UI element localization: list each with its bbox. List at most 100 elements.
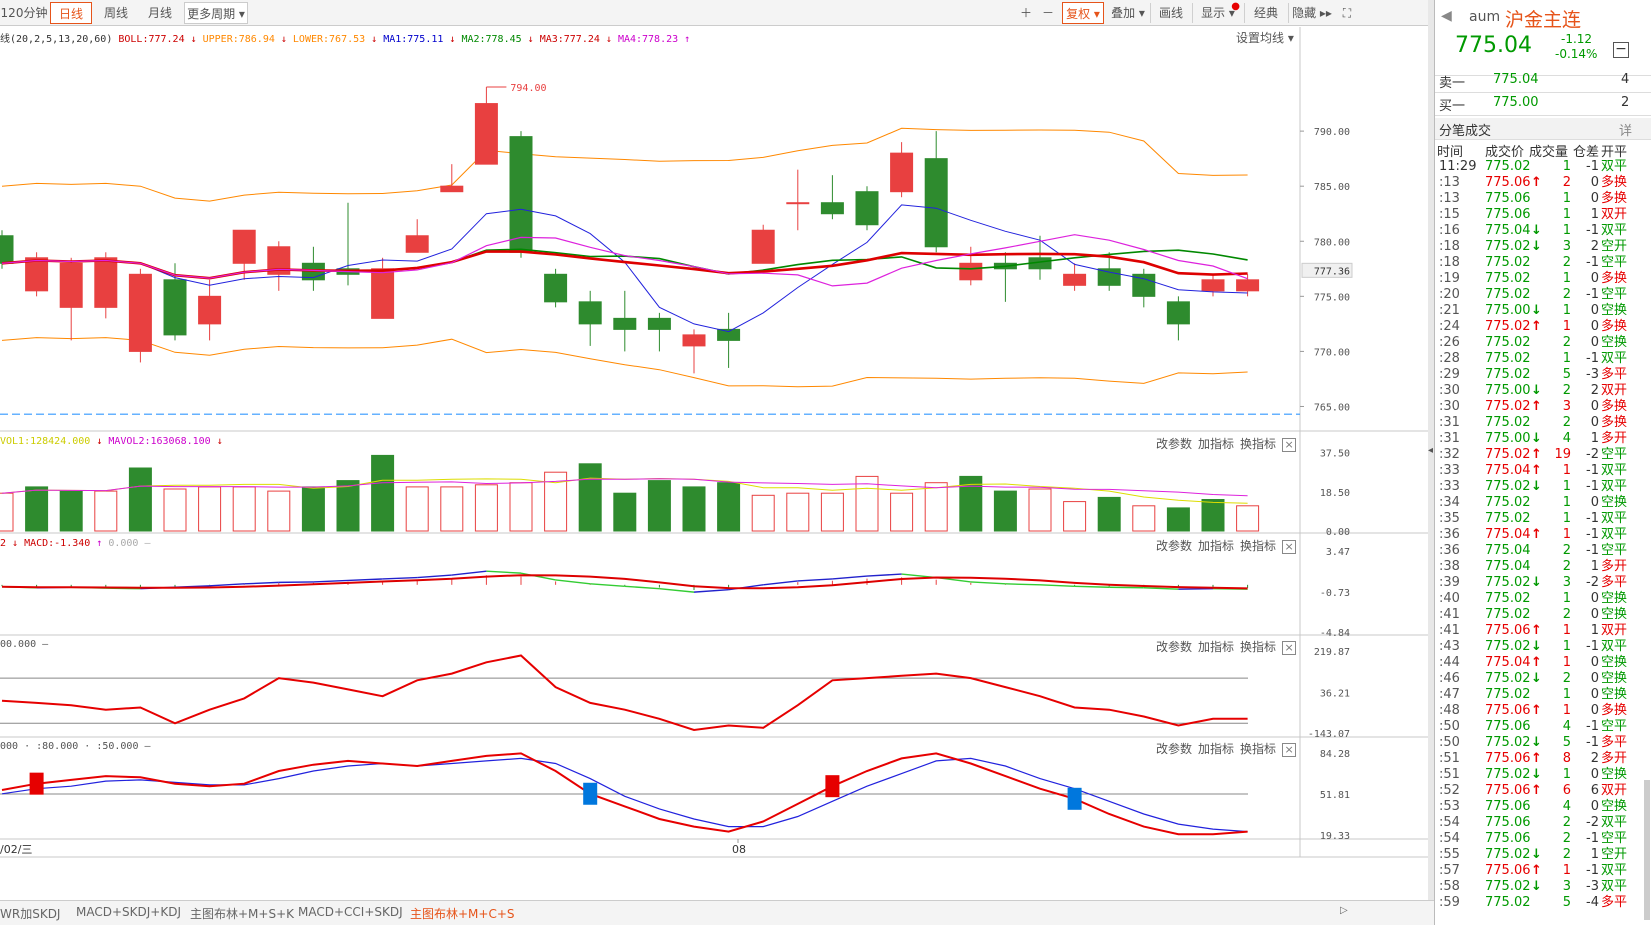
draw-line-button[interactable]: 画线 bbox=[1158, 6, 1183, 20]
candle-body bbox=[1166, 301, 1190, 325]
arrow-down-icon: ↓ bbox=[1531, 431, 1542, 446]
trade-price: 775.02 bbox=[1485, 671, 1531, 686]
trades-title-bar: 分笔成交 详 bbox=[1435, 118, 1651, 140]
period-monthly-button[interactable]: 月线 bbox=[147, 6, 172, 20]
trade-row: :44 775.04 ↑ 1 0 空换 bbox=[1435, 655, 1651, 671]
candle-body bbox=[267, 246, 291, 275]
current-price-label: 777.36 bbox=[1314, 266, 1350, 277]
trade-time: :18 bbox=[1439, 255, 1460, 270]
tab-template-2[interactable]: 主图布林+M+S+K bbox=[190, 907, 295, 921]
change-params-button[interactable]: 改参数 bbox=[1156, 437, 1193, 451]
panel-splitter[interactable]: ◂ bbox=[1428, 0, 1434, 925]
trade-nature: 双平 bbox=[1601, 351, 1628, 366]
switch-indicator-button[interactable]: 换指标 bbox=[1240, 539, 1277, 553]
trade-row: :26 775.02 2 0 空换 bbox=[1435, 335, 1651, 351]
candle-body bbox=[855, 191, 879, 226]
trade-volume: 3 bbox=[1562, 399, 1571, 414]
quote-header: ◀ aum 沪金主连 775.04 -1.12 -0.14% − bbox=[1435, 0, 1651, 76]
trade-volume: 4 bbox=[1562, 719, 1571, 734]
tab-template-1[interactable]: MACD+SKDJ+KDJ bbox=[76, 905, 181, 919]
close-pane-icon[interactable]: × bbox=[1282, 539, 1297, 554]
boll-lower-line bbox=[1, 337, 1248, 388]
tab-template-0[interactable]: WR加SKDJ bbox=[0, 907, 61, 921]
trade-volume: 1 bbox=[1562, 495, 1571, 510]
cci-indicator-line: 00.000 — bbox=[0, 639, 54, 650]
trade-oi-change: 0 bbox=[1590, 703, 1599, 718]
classic-button[interactable]: 经典 bbox=[1253, 6, 1278, 20]
trade-price: 775.06 bbox=[1485, 799, 1531, 814]
trade-nature: 双开 bbox=[1601, 383, 1628, 398]
switch-indicator-button[interactable]: 换指标 bbox=[1240, 742, 1277, 756]
add-indicator-button[interactable]: 加指标 bbox=[1198, 640, 1235, 654]
fuquan-dropdown[interactable]: 复权 ▾ bbox=[1062, 2, 1104, 24]
trade-row: :57 775.06 ↑ 1 -1 双平 bbox=[1435, 863, 1651, 879]
chart-area[interactable]: 794.00 790.00 785.00 780.00 775.00 770.00 765… bbox=[0, 27, 1434, 897]
trade-volume: 2 bbox=[1562, 383, 1571, 398]
trade-price: 775.06 bbox=[1485, 719, 1531, 734]
skdj-signal-marker bbox=[825, 775, 840, 798]
tab-template-4[interactable]: 主图布林+M+C+S bbox=[410, 907, 515, 921]
trades-scrollbar[interactable] bbox=[1644, 780, 1650, 920]
fullscreen-icon[interactable]: ⛶ bbox=[1342, 6, 1352, 20]
trade-price: 775.02 bbox=[1485, 847, 1531, 862]
trade-volume: 2 bbox=[1562, 175, 1571, 190]
y-tick-label: 770.00 bbox=[1314, 347, 1350, 358]
overlay-dropdown[interactable]: 叠加 ▾ bbox=[1111, 6, 1145, 20]
more-periods-dropdown[interactable]: 更多周期 ▾ bbox=[184, 2, 248, 24]
trades-list[interactable]: 11:29 775.02 1 -1 双平:13 775.06 ↑ 2 0 多换:13 775.06 1… bbox=[1435, 159, 1651, 911]
change-params-button[interactable]: 改参数 bbox=[1156, 539, 1193, 553]
kline-chart-svg[interactable]: 794.00 790.00 785.00 780.00 775.00 770.00 765… bbox=[0, 27, 1428, 897]
trade-oi-change: 0 bbox=[1590, 191, 1599, 206]
trade-volume: 2 bbox=[1562, 671, 1571, 686]
close-pane-icon[interactable]: × bbox=[1282, 742, 1297, 757]
add-indicator-button[interactable]: 加指标 bbox=[1198, 539, 1235, 553]
switch-indicator-button[interactable]: 换指标 bbox=[1240, 437, 1277, 451]
trade-volume: 3 bbox=[1562, 879, 1571, 894]
prev-symbol-icon[interactable]: ◀ bbox=[1441, 8, 1452, 24]
zoom-out-button[interactable]: － bbox=[1041, 6, 1054, 20]
skdj-indicator-line: 000 · :80.000 · :50.000 — bbox=[0, 741, 157, 752]
trade-time: :33 bbox=[1439, 479, 1460, 494]
change-params-button[interactable]: 改参数 bbox=[1156, 742, 1193, 756]
macd-dif-line bbox=[970, 581, 1006, 585]
trade-row: :38 775.04 2 1 多开 bbox=[1435, 559, 1651, 575]
trade-price: 775.06 bbox=[1485, 623, 1531, 638]
trade-row: :33 775.02 ↓ 1 -1 双平 bbox=[1435, 479, 1651, 495]
display-dropdown[interactable]: 显示 ▾ ● bbox=[1196, 1, 1240, 24]
period-weekly-button[interactable]: 周线 bbox=[103, 6, 128, 20]
arrow-up-icon: ↑ bbox=[1531, 399, 1542, 414]
scroll-right-icon[interactable]: ▷ bbox=[1340, 905, 1348, 916]
volume-bar bbox=[1236, 505, 1260, 532]
trade-price: 775.06 bbox=[1485, 863, 1531, 878]
collapse-arrow-icon[interactable]: ◂ bbox=[1428, 445, 1434, 456]
ma-settings-button[interactable]: 设置均线 ▾ bbox=[1236, 29, 1300, 46]
trade-time: 11:29 bbox=[1439, 159, 1477, 174]
close-pane-icon[interactable]: × bbox=[1282, 640, 1297, 655]
switch-indicator-button[interactable]: 换指标 bbox=[1240, 640, 1277, 654]
period-120min-button[interactable]: 120分钟 bbox=[0, 6, 48, 20]
skdj-signal-marker bbox=[583, 782, 598, 805]
close-pane-icon[interactable]: × bbox=[1282, 437, 1297, 452]
trade-oi-change: 1 bbox=[1590, 623, 1599, 638]
trade-volume: 3 bbox=[1562, 239, 1571, 254]
trades-detail-button[interactable]: 详 bbox=[1619, 124, 1633, 139]
tab-template-3[interactable]: MACD+CCI+SKDJ bbox=[298, 905, 403, 919]
zoom-in-button[interactable]: ＋ bbox=[1019, 6, 1032, 20]
trade-oi-change: -1 bbox=[1586, 463, 1599, 478]
volume-bar bbox=[25, 486, 49, 532]
trade-oi-change: -1 bbox=[1586, 527, 1599, 542]
change-params-button[interactable]: 改参数 bbox=[1156, 640, 1193, 654]
macd-dif-line bbox=[590, 583, 625, 587]
add-indicator-button[interactable]: 加指标 bbox=[1198, 742, 1235, 756]
macd-dif-line bbox=[1143, 587, 1179, 590]
minimize-icon[interactable]: − bbox=[1613, 42, 1629, 58]
trade-volume: 2 bbox=[1562, 847, 1571, 862]
trade-nature: 多换 bbox=[1601, 271, 1628, 286]
candle-body bbox=[544, 273, 568, 303]
indicator-value: MA4:778.23 bbox=[617, 34, 679, 45]
hide-button[interactable]: 隐藏 ▸▸ bbox=[1292, 6, 1332, 20]
trade-oi-change: 1 bbox=[1590, 559, 1599, 574]
period-daily-button[interactable]: 日线 bbox=[50, 2, 92, 24]
add-indicator-button[interactable]: 加指标 bbox=[1198, 437, 1235, 451]
macd-dif-line bbox=[451, 570, 487, 576]
